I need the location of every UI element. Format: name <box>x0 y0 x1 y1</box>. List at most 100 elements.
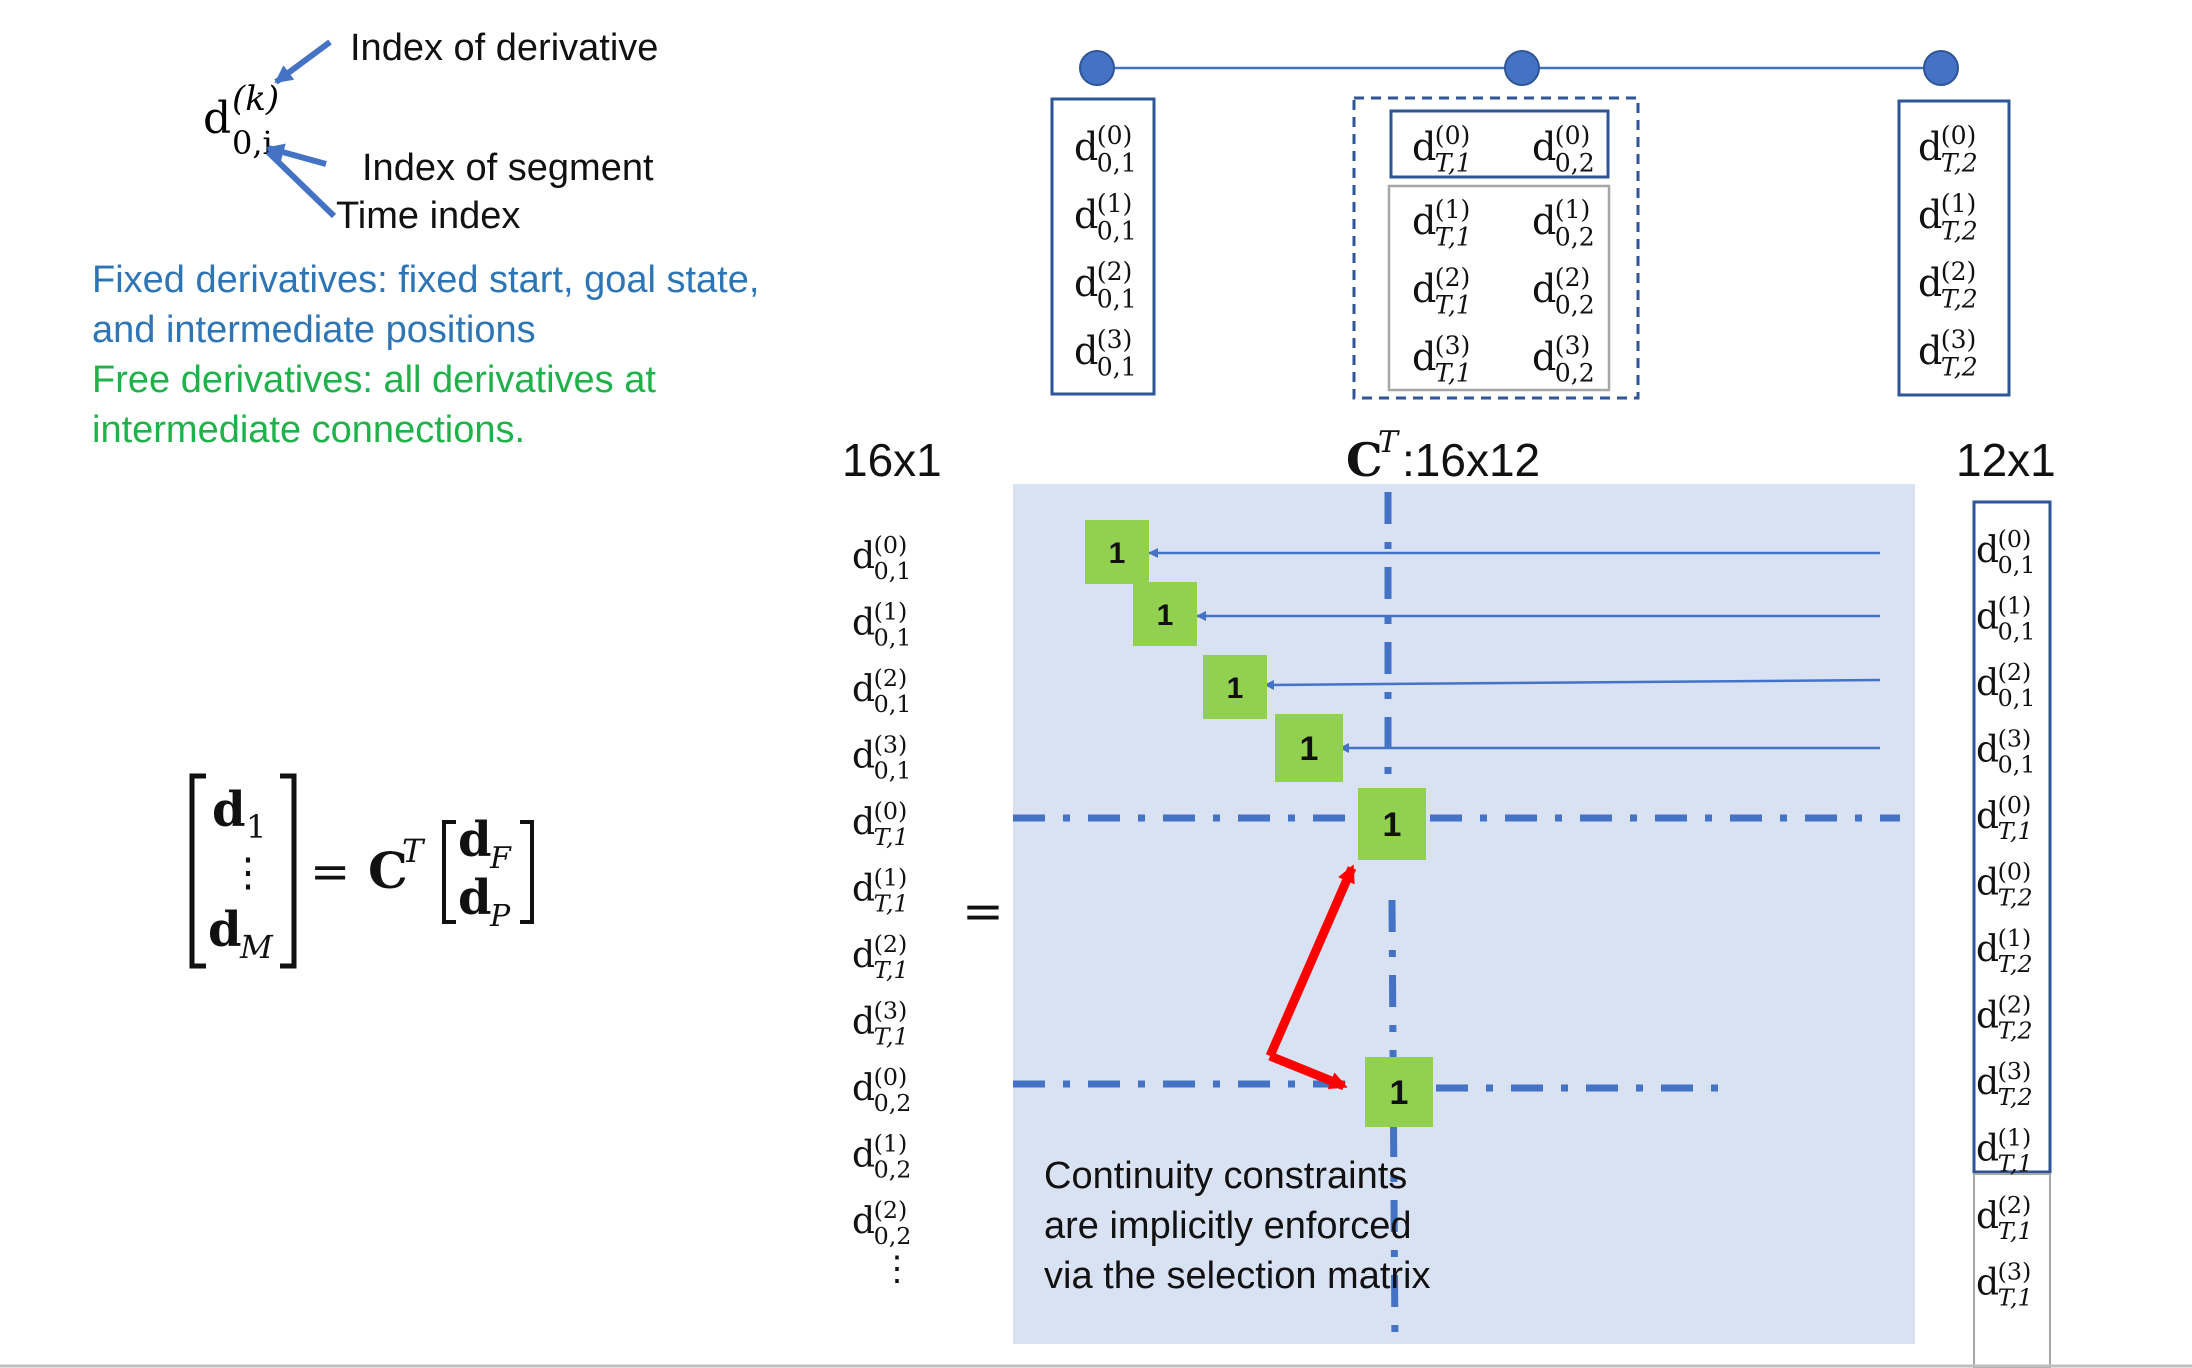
eq-lhs-top-sub: 1 <box>246 808 266 846</box>
left-vector-entry: d(0)T,1 <box>852 797 909 851</box>
waypoint-middle <box>1504 50 1540 86</box>
selection-arrow-3 <box>1264 678 1881 690</box>
derivative-order: (0) <box>874 1063 908 1091</box>
derivative-index: T,2 <box>1998 1083 2033 1111</box>
derivative-symbol: d <box>1532 267 1556 311</box>
goal-derivative: d(0)T,2 <box>1918 121 1978 177</box>
eq-equals: = <box>310 844 350 900</box>
derivative-order: (1) <box>1998 591 2032 619</box>
junction-free-derivative: d(2)0,2 <box>1532 263 1595 319</box>
derivative-index: 0,1 <box>1097 352 1137 381</box>
eq-rhs-top: d <box>458 812 492 868</box>
derivative-symbol: d <box>1074 193 1098 237</box>
derivative-order: (3) <box>1435 331 1471 360</box>
right-vector-free-box <box>1973 1173 2051 1368</box>
waypoint-goal <box>1923 50 1959 86</box>
derivative-symbol: d <box>852 603 875 644</box>
derivative-index: 0,1 <box>1097 216 1137 245</box>
derivative-symbol: d <box>1412 335 1436 379</box>
junction-fixed-derivative: d(0)0,2 <box>1532 121 1595 177</box>
derivative-symbol: d <box>1976 530 1999 571</box>
matrix-partition-lines <box>1013 492 1900 1347</box>
matrix-size: :16x12 <box>1402 434 1540 486</box>
right-vector-fixed-entry: d(2)0,1 <box>1976 658 2035 712</box>
derivative-order: (2) <box>1555 263 1591 292</box>
derivative-index: 0,1 <box>874 756 912 784</box>
fixed-derivatives-line1: Fixed derivatives: fixed start, goal sta… <box>92 259 759 301</box>
matrix-equation: d 1 ⋮ d M = C T d F d P <box>189 773 534 969</box>
derivative-index: 0,2 <box>874 1155 912 1183</box>
segment-start-box <box>1050 97 1156 396</box>
derivative-symbol: d <box>1976 996 1999 1037</box>
notation-subscript: 0,i <box>232 124 273 162</box>
derivative-index: T,2 <box>1941 148 1978 177</box>
selection-one-value: 1 <box>1390 1074 1409 1112</box>
goal-derivative: d(3)T,2 <box>1918 325 1978 381</box>
derivative-symbol: d <box>1976 863 1999 904</box>
derivative-order: (0) <box>1998 791 2032 819</box>
selection-one: 1 <box>1203 655 1267 719</box>
derivative-index: T,1 <box>874 956 909 984</box>
left-vector-entry: d(2)T,1 <box>852 930 909 984</box>
derivative-order: (2) <box>1435 263 1471 292</box>
derivative-index: 0,2 <box>874 1222 912 1250</box>
selection-one-value: 1 <box>1109 537 1126 570</box>
derivative-index: T,2 <box>1941 352 1978 381</box>
free-derivatives-line2: intermediate connections. <box>92 409 525 451</box>
selection-one: 1 <box>1358 788 1426 860</box>
derivative-index: T,2 <box>1998 883 2033 911</box>
derivative-symbol: d <box>852 802 875 843</box>
left-derivative-vector: d(0)0,1d(1)0,1d(2)0,1d(3)0,1d(0)T,1d(1)T… <box>852 531 911 1250</box>
junction-free-derivative: d(3)T,1 <box>1412 331 1472 387</box>
right-vector-free-entry: d(3)T,1 <box>1976 1257 2033 1311</box>
derivative-order: (1) <box>1941 189 1977 218</box>
note-line1: Continuity constraints <box>1044 1155 1407 1197</box>
selection-one-cell <box>1275 714 1343 782</box>
derivative-index: 0,2 <box>1555 358 1595 387</box>
derivative-index: 0,1 <box>1998 617 2036 645</box>
derivative-symbol: d <box>1918 193 1942 237</box>
selection-one: 1 <box>1133 582 1197 646</box>
derivative-order: (1) <box>1555 195 1591 224</box>
right-vector-fixed-entry: d(2)T,2 <box>1976 990 2033 1044</box>
selection-one-cell <box>1085 520 1149 584</box>
selection-one-value: 1 <box>1227 672 1244 705</box>
left-vector-entry: d(2)0,1 <box>852 664 911 718</box>
vector-equals: = <box>962 882 1004 940</box>
right-vector-fixed-entry: d(1)0,1 <box>1976 591 2035 645</box>
derivative-order: (1) <box>1998 1123 2032 1151</box>
derivative-index: T,1 <box>1998 1149 2033 1177</box>
derivative-index: 0,2 <box>1555 222 1595 251</box>
selection-one-cell <box>1133 582 1197 646</box>
left-vector-entry: d(3)0,1 <box>852 730 911 784</box>
derivative-order: (3) <box>1097 325 1133 354</box>
right-vector-fixed-entry: d(0)T,1 <box>1976 791 2033 845</box>
left-vector-size: 16x1 <box>842 434 942 486</box>
left-vector-entry: d(1)0,1 <box>852 597 911 651</box>
derivative-order: (1) <box>874 597 908 625</box>
continuity-arrows <box>1265 864 1357 1091</box>
derivative-index: T,1 <box>874 889 909 917</box>
right-vector-free-entry: d(2)T,1 <box>1976 1191 2033 1245</box>
right-vector-size: 12x1 <box>1956 434 2056 486</box>
selection-one-value: 1 <box>1300 730 1319 768</box>
derivative-order: (3) <box>1998 724 2032 752</box>
label-segment-index: Index of segment <box>362 147 654 189</box>
segment-index-arrow <box>266 143 327 167</box>
derivative-symbol: d <box>1976 796 1999 837</box>
right-derivative-vector: d(0)0,1d(1)0,1d(2)0,1d(3)0,1d(0)T,1d(0)T… <box>1976 525 2035 1311</box>
derivative-order: (2) <box>1998 990 2032 1018</box>
junction-fixed-derivatives: d(0)T,1 d(0)0,2 <box>1412 121 1595 177</box>
right-vector-fixed-box <box>1972 500 2052 1174</box>
eq-rhs-bottom-sub: P <box>489 899 511 934</box>
derivative-index: T,2 <box>1998 950 2033 978</box>
derivative-symbol: d <box>1074 261 1098 305</box>
derivative-order: (3) <box>874 996 908 1024</box>
derivative-symbol: d <box>1918 261 1942 305</box>
selection-one: 1 <box>1085 520 1149 584</box>
derivative-index: 0,2 <box>1555 290 1595 319</box>
derivative-order: (2) <box>874 1196 908 1224</box>
derivative-index: T,1 <box>1435 358 1472 387</box>
eq-lhs-bottom: d <box>208 902 242 958</box>
